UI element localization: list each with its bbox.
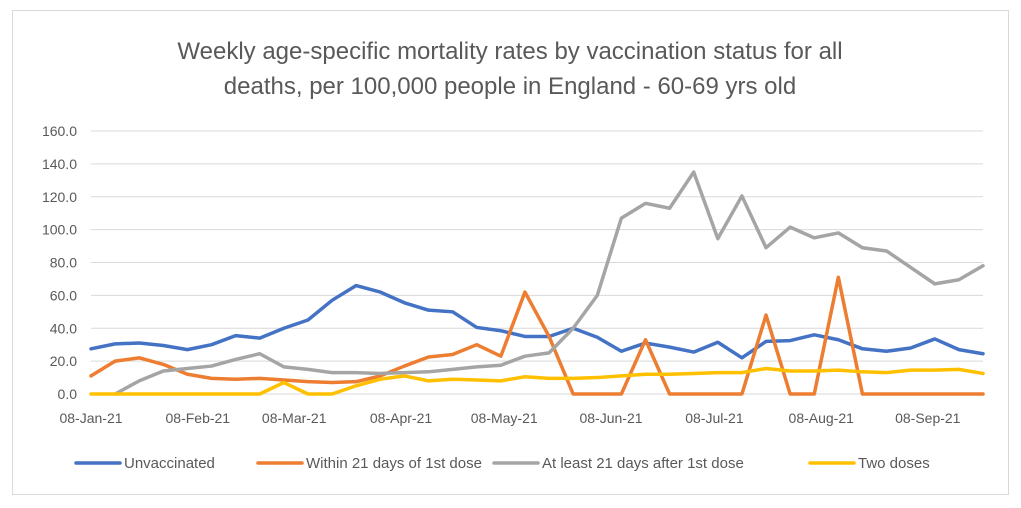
legend-label: Unvaccinated	[124, 455, 215, 472]
x-tick-label: 08-Mar-21	[262, 410, 327, 426]
chart-title-line-1: Weekly age-specific mortality rates by v…	[177, 38, 843, 65]
legend: Unvaccinated Within 21 days of 1st dose At…	[74, 455, 930, 472]
x-tick-label: 08-Jan-21	[59, 410, 122, 426]
y-tick-label: 20.0	[50, 353, 77, 369]
series-line-at-least-21-days-after-1st-dose	[113, 170, 985, 396]
x-axis-ticks: 08-Jan-21 08-Feb-21 08-Mar-21 08-Apr-21 08-M…	[59, 410, 960, 426]
series-line-unvaccinated	[89, 283, 985, 360]
series-lines	[89, 170, 985, 396]
x-tick-label: 08-Aug-21	[789, 410, 855, 426]
series-line-within-21-days-of-1st-dose	[89, 275, 985, 396]
x-tick-label: 08-Jul-21	[685, 410, 744, 426]
y-tick-label: 0.0	[58, 386, 78, 402]
x-tick-label: 08-Apr-21	[370, 410, 432, 426]
x-tick-label: 08-Feb-21	[166, 410, 231, 426]
chart-title-line-2: deaths, per 100,000 people in England - …	[223, 73, 797, 100]
y-tick-label: 40.0	[50, 320, 77, 336]
y-tick-label: 120.0	[42, 189, 77, 205]
y-tick-label: 100.0	[42, 222, 77, 238]
y-tick-label: 80.0	[50, 255, 77, 271]
y-axis-ticks: 0.0 20.0 40.0 60.0 80.0 100.0 120.0 140.0 160.0	[42, 123, 77, 402]
y-tick-label: 160.0	[42, 123, 77, 139]
chart-title: Weekly age-specific mortality rates by v…	[60, 34, 960, 104]
chart-frame	[12, 10, 1009, 495]
y-tick-label: 60.0	[50, 287, 77, 303]
x-tick-label: 08-Jun-21	[579, 410, 642, 426]
y-tick-label: 140.0	[42, 156, 77, 172]
legend-label: At least 21 days after 1st dose	[542, 455, 744, 472]
series-line-two-doses	[89, 366, 985, 396]
legend-label: Two doses	[858, 455, 930, 472]
x-tick-label: 08-May-21	[471, 410, 538, 426]
x-tick-label: 08-Sep-21	[895, 410, 961, 426]
legend-label: Within 21 days of 1st dose	[306, 455, 482, 472]
